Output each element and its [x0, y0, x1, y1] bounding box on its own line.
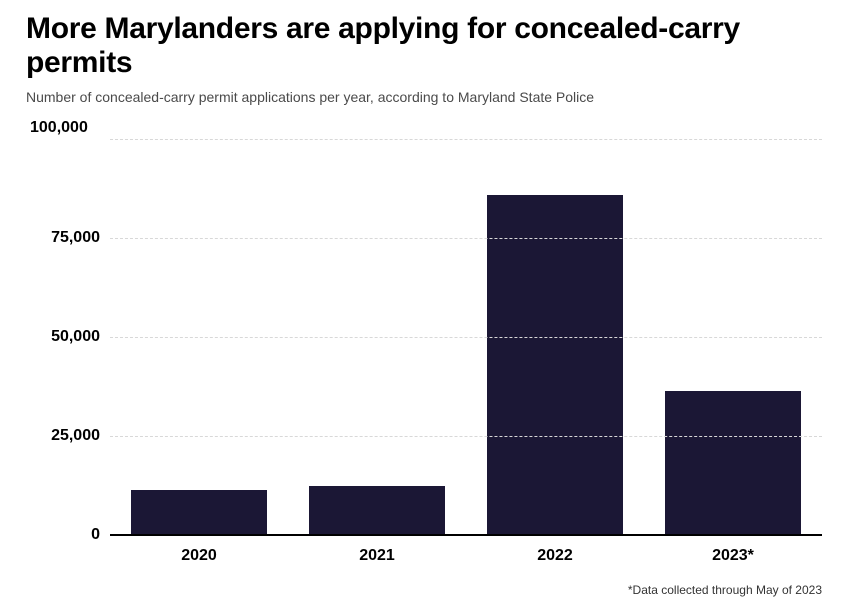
gridline	[110, 436, 822, 437]
y-axis-tick-label: 0	[91, 526, 110, 544]
gridline	[110, 337, 822, 338]
y-axis-tick-label: 50,000	[51, 328, 110, 346]
chart-footnote: *Data collected through May of 2023	[628, 583, 822, 597]
chart-subtitle: Number of concealed-carry permit applica…	[26, 89, 822, 105]
plot-area: 025,00050,00075,000	[110, 139, 822, 535]
chart-page: More Marylanders are applying for concea…	[0, 0, 848, 607]
bar	[131, 490, 266, 536]
x-axis-tick-label: 2022	[466, 541, 644, 565]
x-axis-tick-label: 2020	[110, 541, 288, 565]
y-axis-tick-label: 25,000	[51, 427, 110, 445]
bar	[665, 391, 800, 536]
gridline	[110, 139, 822, 140]
y-axis-tick-label: 75,000	[51, 229, 110, 247]
chart-area: 025,00050,00075,000 2020202120222023*	[26, 139, 822, 535]
bar	[309, 486, 444, 536]
x-axis-tick-label: 2023*	[644, 541, 822, 565]
chart-title: More Marylanders are applying for concea…	[26, 12, 822, 79]
x-axis-labels: 2020202120222023*	[110, 541, 822, 565]
bar	[487, 195, 622, 536]
x-axis-baseline	[110, 534, 822, 536]
y-axis-max-label: 100,000	[30, 119, 822, 137]
gridline	[110, 238, 822, 239]
x-axis-tick-label: 2021	[288, 541, 466, 565]
